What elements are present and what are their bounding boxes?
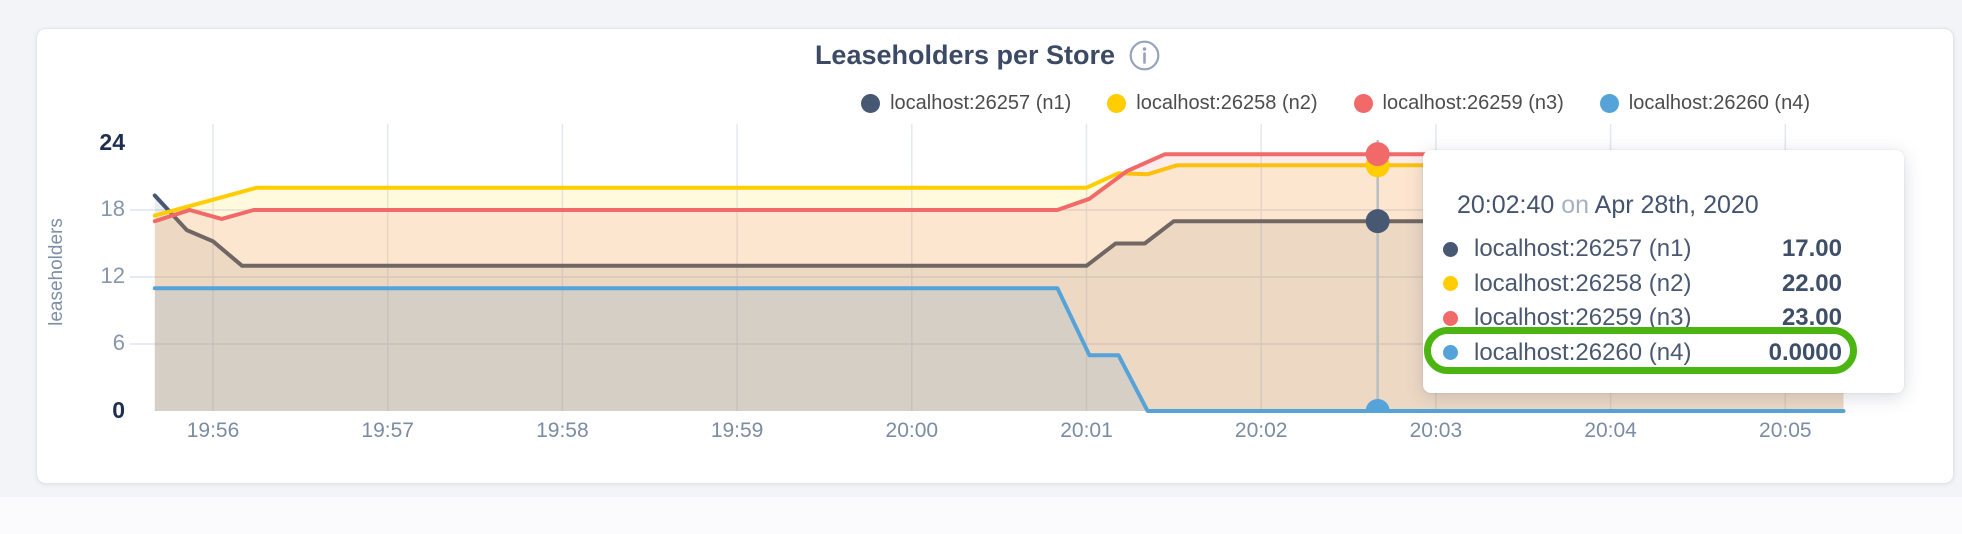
x-tick-label: 19:59 [710,419,764,442]
hover-tooltip: 20:02:40 on Apr 28th, 2020 localhost:262… [1423,150,1904,393]
tooltip-row-n3: localhost:26259 (n3) 23.00 [1443,301,1842,336]
legend-item-n4[interactable]: localhost:26260 (n4) [1599,92,1810,115]
tooltip-row-n4: localhost:26260 (n4) 0.0000 [1443,336,1842,371]
tooltip-preposition: on [1561,191,1590,219]
tooltip-time: 20:02:40 [1457,191,1555,219]
legend-dot-icon [861,94,881,113]
legend-label: localhost:26257 (n1) [890,92,1072,114]
chart-legend: localhost:26257 (n1) localhost:26258 (n2)… [861,92,1810,115]
chart-header: Leaseholders per Store [130,40,1845,71]
series-line-1 [152,193,1846,268]
y-tick-label: 18 [100,196,125,221]
x-tick-label: 19:56 [186,419,240,442]
legend-dot-icon [1599,94,1619,113]
tooltip-series-label: localhost:26260 (n4) [1474,338,1692,366]
y-tick-label: 24 [99,129,125,155]
legend-item-n3[interactable]: localhost:26259 (n3) [1353,92,1564,115]
tooltip-rows: localhost:26257 (n1) 17.00 localhost:26258… [1443,232,1842,370]
x-tick-label: 20:03 [1409,419,1463,442]
legend-item-n2[interactable]: localhost:26258 (n2) [1107,92,1318,115]
tooltip-dot-icon [1443,241,1458,257]
series-line-2 [152,163,1846,218]
tooltip-series-label: localhost:26259 (n3) [1474,304,1692,332]
tooltip-series-value: 0.0000 [1768,338,1842,366]
x-tick-label: 20:04 [1584,419,1637,442]
series-area-4 [154,288,1844,411]
x-tick-label: 20:05 [1759,419,1812,442]
tooltip-series-label: localhost:26258 (n2) [1474,269,1692,297]
series-area-3 [154,154,1844,411]
x-tick-label: 19:58 [536,419,589,442]
x-tick-label: 20:02 [1234,419,1288,442]
legend-dot-icon [1353,94,1373,113]
legend-label: localhost:26258 (n2) [1136,92,1318,114]
x-tick-label: 20:00 [885,419,939,442]
hover-dots [1365,142,1390,413]
legend-dot-icon [1107,94,1127,113]
chart-title: Leaseholders per Store [814,40,1116,70]
legend-item-n1[interactable]: localhost:26257 (n1) [861,92,1071,115]
x-tick-label: 20:01 [1060,419,1113,442]
hover-dot-4 [1365,399,1390,413]
tooltip-dot-icon [1443,345,1458,361]
series-area-1 [154,195,1844,411]
tooltip-timestamp: 20:02:40 on Apr 28th, 2020 [1457,190,1842,220]
y-tick-label: 6 [112,330,125,355]
tooltip-series-label: localhost:26257 (n1) [1474,235,1692,263]
legend-label: localhost:26259 (n3) [1382,92,1564,114]
tooltip-series-value: 17.00 [1781,235,1842,263]
series-line-4 [152,286,1846,413]
tooltip-series-value: 22.00 [1781,269,1842,297]
page-background-strip [0,497,1962,534]
tooltip-row-n2: localhost:26258 (n2) 22.00 [1443,267,1842,302]
tooltip-dot-icon [1443,310,1458,326]
tooltip-series-value: 23.00 [1781,304,1842,332]
info-icon[interactable] [1129,40,1160,71]
tooltip-row-n1: localhost:26257 (n1) 17.00 [1443,232,1842,267]
x-tick-label: 19:57 [361,419,414,442]
tooltip-dot-icon [1443,276,1458,292]
y-tick-label: 0 [112,397,125,423]
legend-label: localhost:26260 (n4) [1628,92,1810,114]
hover-dot-1 [1365,209,1390,234]
series-line-3 [152,152,1846,224]
tooltip-date: Apr 28th, 2020 [1594,191,1759,219]
hover-dot-3 [1365,142,1390,167]
y-tick-label: 12 [100,263,125,288]
